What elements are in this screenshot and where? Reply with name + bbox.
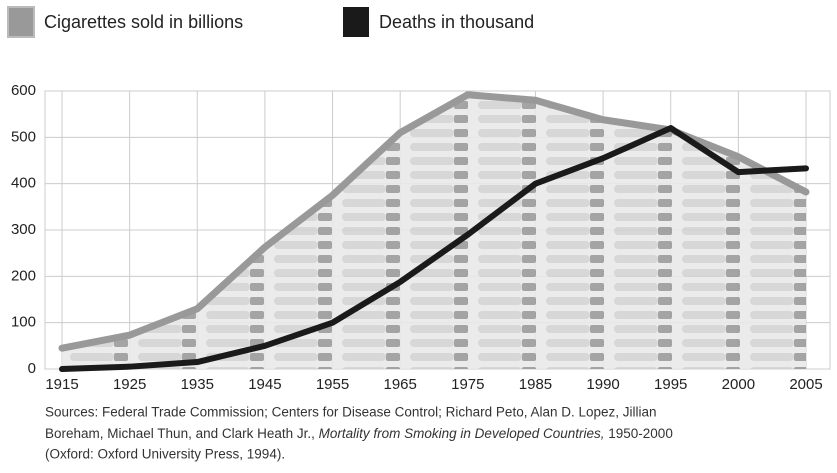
- x-tick-label: 1975: [451, 376, 484, 393]
- x-tick-label: 2000: [722, 376, 755, 393]
- x-tick-label: 1925: [113, 376, 146, 393]
- source-note: (Oxford: Oxford University Press, 1994).: [45, 447, 285, 462]
- x-tick-label: 1995: [654, 376, 687, 393]
- x-tick-label: 1990: [586, 376, 619, 393]
- y-tick-label: 200: [11, 267, 36, 284]
- source-note: Sources: Federal Trade Commission; Cente…: [45, 405, 657, 420]
- x-tick-label: 1945: [248, 376, 281, 393]
- y-tick-label: 400: [11, 175, 36, 192]
- legend-label: Deaths in thousand: [379, 12, 534, 32]
- x-tick-label: 1955: [316, 376, 349, 393]
- x-tick-label: 1935: [181, 376, 214, 393]
- source-text: Boreham, Michael Thun, and Clark Heath J…: [45, 426, 319, 441]
- source-title: Mortality from Smoking in Developed Coun…: [319, 426, 605, 441]
- source-text: 1950-2000: [605, 426, 673, 441]
- y-tick-label: 600: [11, 82, 36, 99]
- legend-swatch: [7, 6, 35, 38]
- y-tick-label: 300: [11, 221, 36, 238]
- x-tick-label: 1915: [45, 376, 78, 393]
- y-tick-label: 500: [11, 128, 36, 145]
- x-tick-label: 1965: [383, 376, 416, 393]
- y-tick-label: 100: [11, 314, 36, 331]
- x-tick-label: 2005: [789, 376, 822, 393]
- legend-label: Cigarettes sold in billions: [44, 12, 243, 32]
- area-fill: [62, 94, 806, 369]
- y-tick-label: 0: [28, 360, 36, 377]
- series-line: [59, 125, 809, 372]
- plot-area: 0 100 200 300 400 500 600 1915 1925 1935 1945 1955 1…: [11, 82, 831, 393]
- x-tick-label: 1985: [519, 376, 552, 393]
- legend-swatch: [343, 7, 369, 37]
- source-note: Boreham, Michael Thun, and Clark Heath J…: [45, 426, 673, 441]
